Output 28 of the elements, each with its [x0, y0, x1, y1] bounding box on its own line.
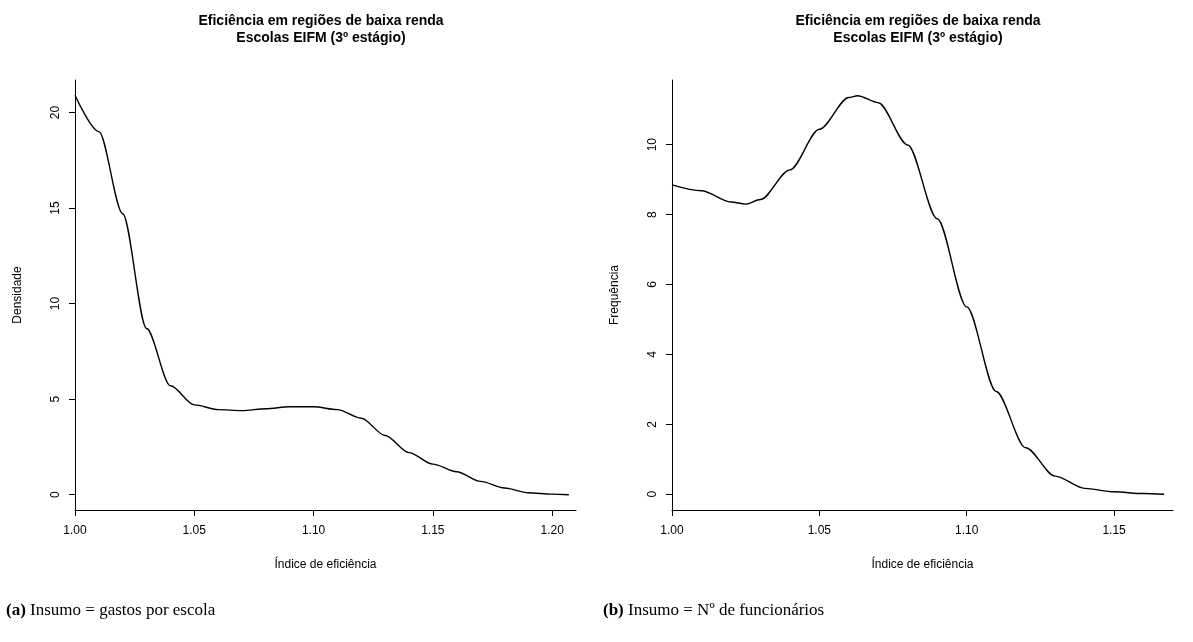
x-tick-label: 1.10 [955, 523, 979, 537]
x-tick-label: 1.00 [63, 523, 87, 537]
y-tick-label: 0 [48, 491, 62, 499]
text: (b) Insumo = Nº de funcionários [603, 600, 825, 620]
y-tick-label: 8 [645, 210, 659, 218]
chart-title: Eficiência em regiões de baixa renda Escolas EIFM (3º estágio) [795, 11, 1041, 45]
y-tick-label: 10 [48, 296, 62, 311]
y-tick-label: 0 [645, 490, 659, 498]
x-tick-label: 1.15 [421, 523, 445, 537]
y-axis-title: Densidade [10, 265, 24, 324]
x-tick-label: 1.20 [540, 523, 565, 537]
x-axis-title: Índice de eficiência [871, 556, 974, 571]
y-tick-label: 4 [645, 350, 659, 358]
x-tick-label: 1.10 [301, 523, 326, 537]
x-tick-label: 1.05 [182, 523, 207, 537]
text: (a) Insumo = gastos por escola [6, 600, 216, 620]
x-axis-title: Índice de eficiência [274, 556, 377, 571]
y-tick-label: 10 [645, 137, 659, 152]
y-tick-label: 5 [48, 395, 62, 403]
y-axis-title: Frequência [607, 264, 621, 326]
y-tick-label: 20 [48, 105, 62, 120]
y-tick-label: 15 [48, 201, 62, 215]
x-tick-label: 1.00 [660, 523, 684, 537]
x-tick-label: 1.15 [1102, 523, 1127, 537]
y-tick-label: 2 [645, 420, 659, 428]
y-tick-label: 6 [645, 280, 659, 288]
chart-title: Eficiência em regiões de baixa renda Escolas EIFM (3º estágio) [198, 11, 444, 45]
x-tick-label: 1.05 [807, 523, 832, 537]
